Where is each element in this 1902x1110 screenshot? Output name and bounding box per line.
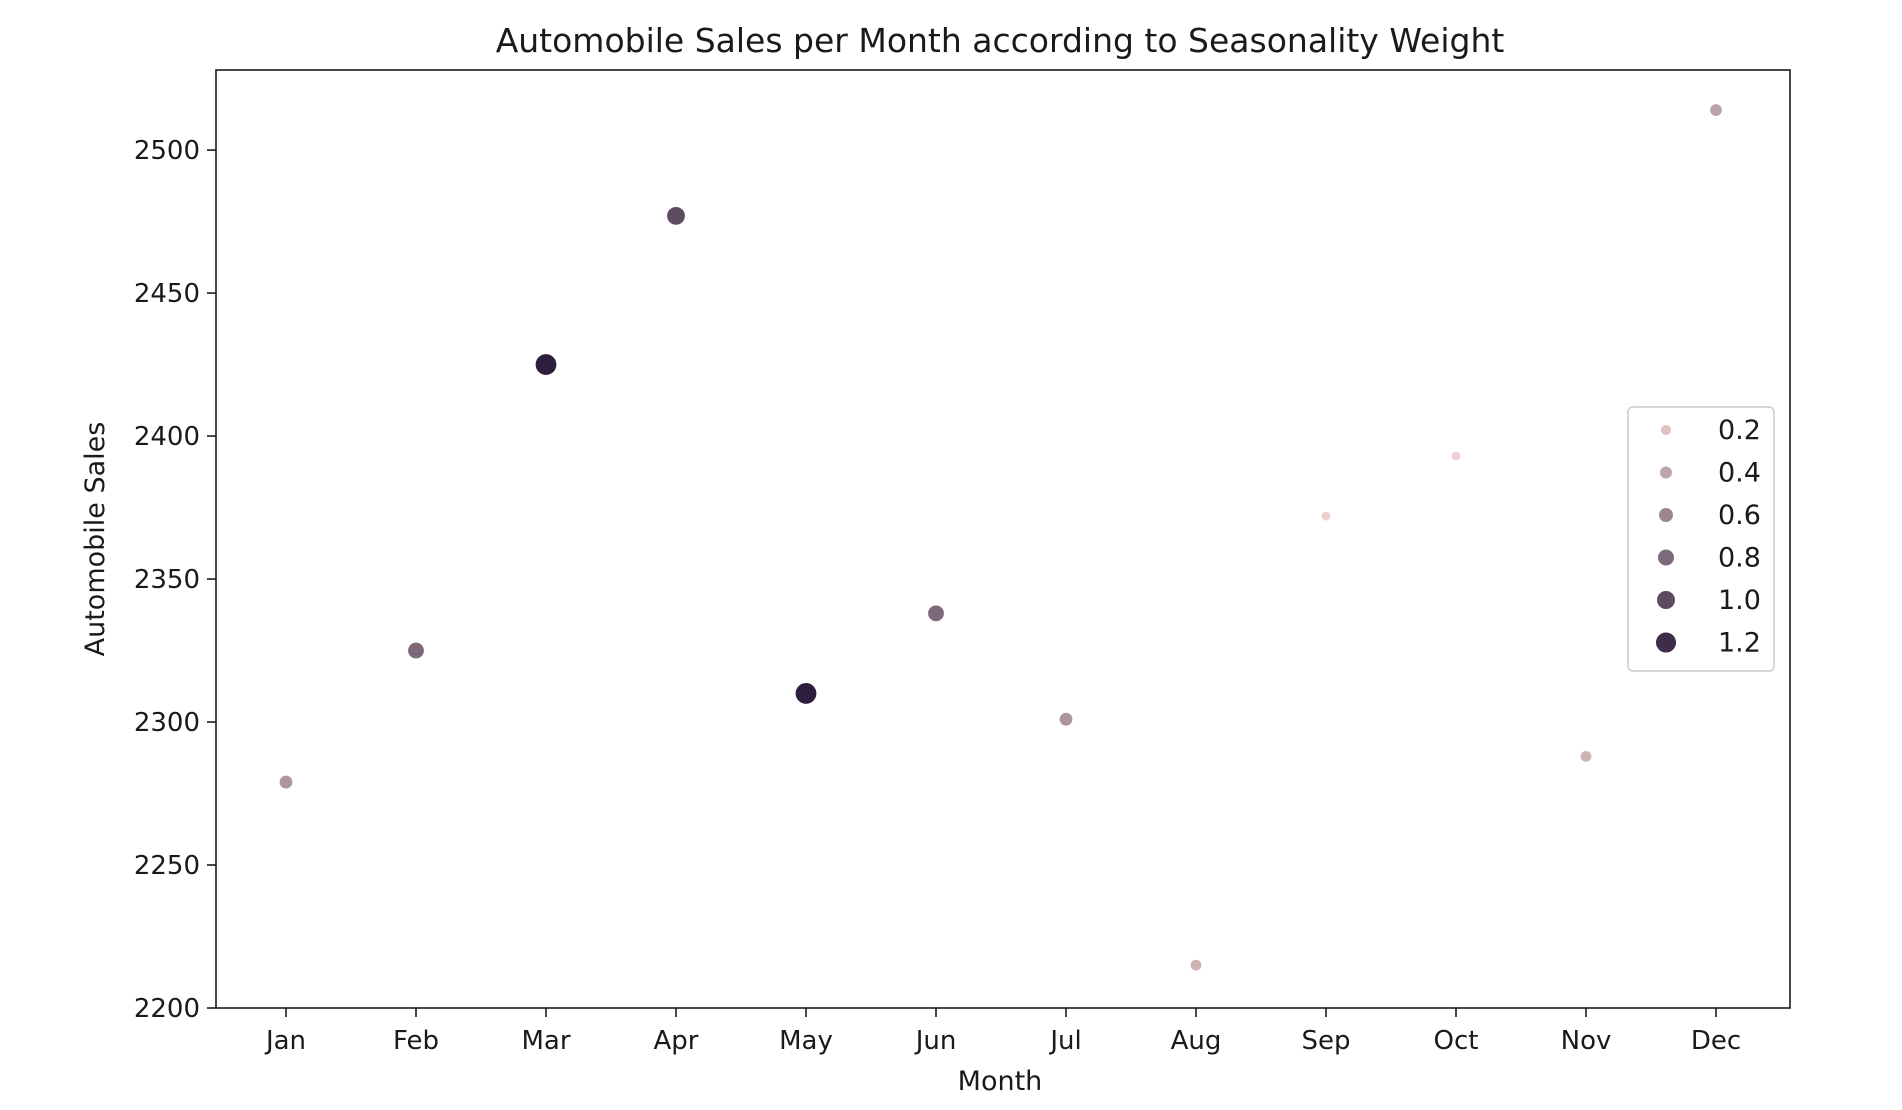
legend-label: 0.8 [1718,543,1761,574]
legend-label: 0.4 [1718,458,1761,489]
x-tick-label-feb: Feb [393,1026,439,1056]
legend-label: 0.6 [1718,500,1761,531]
x-tick-label-jun: Jun [914,1026,957,1056]
data-point-jan [278,774,294,790]
data-point-sep [1320,510,1332,522]
legend-marker [1656,590,1676,610]
x-tick-label-dec: Dec [1691,1026,1741,1056]
data-point-feb [406,641,426,660]
data-point-nov [1579,749,1593,763]
x-tick-label-apr: Apr [654,1026,699,1056]
legend-marker [1660,424,1672,436]
plot-area-frame [215,69,1791,1009]
x-tick-label-jan: Jan [264,1026,306,1056]
y-tick-label: 2350 [134,565,200,595]
data-point-dec [1708,102,1724,118]
legend-marker [1659,465,1673,480]
y-tick-label: 2200 [134,994,200,1024]
data-point-apr [665,205,687,226]
legend: 0.2 0.4 0.6 0.8 1.0 1.2 [1627,406,1775,672]
legend-marker [1657,548,1675,567]
x-tick-label-jul: Jul [1048,1026,1081,1056]
x-axis-label: Month [958,1066,1043,1097]
legend-marker [1655,631,1677,654]
data-points [278,102,1724,972]
y-tick-label: 2250 [134,851,200,881]
data-point-aug [1189,958,1203,972]
x-axis: Jan Feb Mar Apr May Jun Jul Aug Sep Oct Nov Dec [264,1008,1741,1056]
legend-label: 1.0 [1718,585,1761,616]
legend-label: 1.2 [1718,628,1761,659]
y-tick-label: 2450 [134,279,200,309]
chart-title: Automobile Sales per Month according to … [496,21,1505,60]
data-point-oct [1450,450,1462,462]
data-point-mar [534,352,558,377]
y-axis-label: Automobile Sales [80,422,111,657]
legend-label: 0.2 [1718,415,1761,446]
x-tick-label-aug: Aug [1171,1026,1222,1056]
y-tick-label: 2300 [134,708,200,738]
y-tick-label: 2400 [134,422,200,452]
data-point-may [794,681,818,706]
y-axis: 2200 2250 2300 2350 2400 2450 2500 [134,136,216,1024]
data-point-jun [926,604,946,623]
y-tick-label: 2500 [134,136,200,166]
data-point-jul [1058,711,1074,727]
legend-marker [1658,507,1674,523]
x-tick-label-sep: Sep [1301,1026,1350,1056]
x-tick-label-nov: Nov [1561,1026,1612,1056]
x-tick-label-may: May [779,1026,833,1056]
x-tick-label-mar: Mar [521,1026,570,1056]
x-tick-label-oct: Oct [1434,1026,1479,1056]
